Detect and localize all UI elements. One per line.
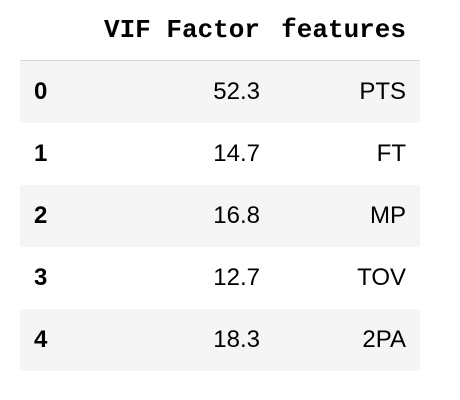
- table-body: 0 52.3 PTS 1 14.7 FT 2 16.8 MP 3 12.7 TO…: [20, 60, 420, 371]
- feature-cell: TOV: [357, 264, 406, 291]
- table-row: 1 14.7 FT: [20, 123, 420, 185]
- vif-factor-cell: 16.8: [213, 202, 260, 229]
- vif-factor-cell: 14.7: [213, 140, 260, 167]
- feature-cell: MP: [370, 202, 406, 229]
- feature-cell: PTS: [359, 78, 406, 105]
- dataframe-output: VIF Factor features 0 52.3 PTS 1 14.7 FT…: [20, 0, 420, 371]
- feature-cell: 2PA: [362, 326, 406, 353]
- row-index: 3: [34, 264, 48, 291]
- vif-factor-cell: 12.7: [213, 264, 260, 291]
- features-column-header: features: [274, 0, 420, 61]
- table-row: 0 52.3 PTS: [20, 60, 420, 123]
- index-column-header: [20, 0, 90, 61]
- vif-factor-cell: 52.3: [213, 78, 260, 105]
- table-row: 3 12.7 TOV: [20, 247, 420, 309]
- vif-table: VIF Factor features 0 52.3 PTS 1 14.7 FT…: [20, 0, 420, 371]
- feature-cell: FT: [376, 140, 406, 167]
- row-index: 0: [34, 78, 48, 105]
- row-index: 2: [34, 202, 48, 229]
- table-row: 2 16.8 MP: [20, 185, 420, 247]
- header-row: VIF Factor features: [20, 0, 420, 61]
- row-index: 4: [34, 326, 48, 353]
- table-header: VIF Factor features: [20, 0, 420, 61]
- table-row: 4 18.3 2PA: [20, 309, 420, 371]
- vif-factor-column-header: VIF Factor: [90, 0, 274, 61]
- vif-factor-cell: 18.3: [213, 326, 260, 353]
- row-index: 1: [34, 140, 48, 167]
